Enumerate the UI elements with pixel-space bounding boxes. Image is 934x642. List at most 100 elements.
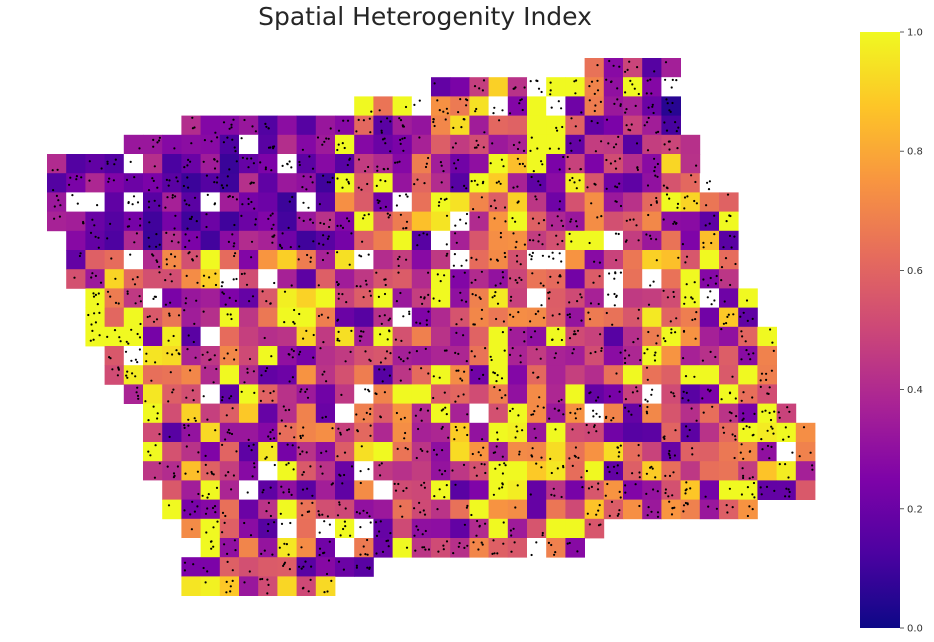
point-marker (290, 426, 293, 429)
point-marker (722, 431, 726, 434)
heatmap-cell (623, 384, 643, 404)
point-marker (267, 523, 270, 526)
point-marker (183, 424, 186, 427)
point-marker (503, 462, 506, 465)
heatmap-cell (315, 173, 336, 193)
heatmap-cell (143, 269, 163, 289)
point-marker (290, 348, 293, 351)
point-marker (650, 92, 653, 95)
point-marker (503, 349, 506, 352)
heatmap-cell (546, 422, 566, 443)
heatmap-cell (603, 211, 624, 232)
point-marker (643, 124, 646, 127)
heatmap-cell (392, 480, 413, 500)
point-marker (344, 507, 347, 510)
point-marker (650, 203, 653, 207)
heatmap-cell (623, 346, 643, 366)
heatmap-cell (546, 365, 566, 385)
point-marker (205, 531, 208, 534)
heatmap-cell (123, 230, 144, 251)
heatmap-cell (507, 365, 528, 385)
point-marker (778, 463, 781, 466)
point-marker (310, 565, 313, 568)
point-marker (580, 296, 583, 299)
heatmap-cell (795, 480, 816, 500)
point-marker (98, 334, 101, 337)
point-marker (234, 252, 237, 255)
point-marker (668, 449, 671, 453)
point-marker (518, 453, 521, 456)
point-marker (292, 468, 295, 471)
point-marker (250, 240, 254, 243)
point-marker (400, 339, 403, 342)
heatmap-cell (738, 326, 758, 347)
point-marker (589, 302, 593, 305)
point-marker (309, 578, 312, 582)
heatmap-cell (277, 115, 297, 136)
point-marker (355, 564, 358, 567)
point-marker (360, 255, 363, 258)
point-marker (346, 429, 349, 432)
heatmap-cell (527, 461, 547, 481)
point-marker (172, 233, 176, 236)
heatmap-cell (431, 499, 451, 520)
point-marker (402, 489, 405, 492)
heatmap-cell (661, 346, 681, 366)
heatmap-cell (277, 288, 297, 308)
point-marker (802, 426, 806, 429)
point-marker (403, 416, 406, 419)
point-marker (741, 335, 744, 338)
point-marker (575, 220, 578, 223)
heatmap-cell (699, 230, 720, 251)
point-marker (264, 369, 267, 373)
point-marker (406, 195, 409, 198)
point-marker (320, 313, 323, 316)
heatmap-cell (373, 365, 393, 385)
heatmap-cell (143, 192, 163, 212)
point-marker (304, 560, 307, 563)
point-marker (250, 181, 253, 184)
heatmap-cell (181, 154, 201, 174)
point-marker (569, 142, 572, 145)
point-marker (531, 447, 534, 450)
heatmap-cell (335, 384, 355, 404)
point-marker (367, 468, 370, 471)
point-marker (547, 541, 551, 545)
heatmap-cell (181, 269, 201, 289)
heatmap-cell (431, 307, 451, 328)
point-marker (670, 391, 673, 394)
point-marker (465, 212, 469, 216)
point-marker (384, 357, 387, 360)
heatmap-cell (104, 326, 125, 347)
point-marker (537, 87, 541, 90)
point-marker (388, 317, 392, 320)
heatmap-cell (680, 134, 701, 155)
point-marker (542, 219, 546, 222)
point-marker (355, 510, 358, 514)
point-marker (369, 131, 372, 134)
point-marker (191, 116, 194, 119)
point-marker (285, 463, 288, 466)
point-marker (230, 395, 233, 398)
point-marker (395, 300, 398, 303)
point-marker (133, 241, 136, 244)
point-marker (272, 223, 275, 226)
point-marker (580, 111, 583, 114)
point-marker (673, 395, 676, 398)
point-marker (682, 504, 686, 507)
point-marker (649, 284, 652, 287)
heatmap-cell (181, 538, 201, 558)
point-marker (560, 260, 563, 263)
point-marker (501, 271, 504, 274)
point-marker (766, 429, 769, 432)
point-marker (645, 366, 649, 369)
colorbar-tick-label: 0.6 (907, 266, 923, 277)
point-marker (517, 414, 520, 417)
heatmap-cell (411, 365, 432, 385)
point-marker (131, 278, 134, 281)
point-marker (308, 155, 311, 158)
point-marker (610, 500, 614, 503)
point-marker (262, 488, 265, 492)
heatmap-cell (354, 269, 374, 289)
heatmap-cell (642, 173, 662, 193)
